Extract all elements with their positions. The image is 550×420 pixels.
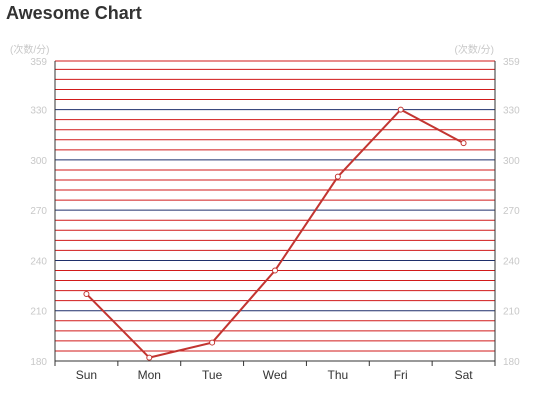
data-point bbox=[209, 339, 216, 346]
y-tick-label-left: 330 bbox=[30, 106, 47, 117]
y-tick-label-right: 210 bbox=[503, 307, 520, 318]
y-tick-label-right: 330 bbox=[503, 106, 520, 117]
data-point bbox=[146, 354, 153, 361]
y-tick-label-right: 270 bbox=[503, 206, 520, 217]
y-tick-label-left: 300 bbox=[30, 156, 47, 167]
x-tick-label: Fri bbox=[394, 368, 408, 382]
y-tick-label-left: 180 bbox=[30, 357, 47, 368]
x-tick-marks bbox=[54, 361, 496, 366]
y-tick-label-right: 300 bbox=[503, 156, 520, 167]
y-tick-label-right: 180 bbox=[503, 357, 520, 368]
y-tick-labels: 180 180 210 210 240 240 270 270 300 300 330 330 359 3… bbox=[30, 57, 520, 368]
data-point bbox=[334, 173, 341, 180]
y-unit-label-right: (次数/分) bbox=[455, 43, 494, 56]
data-point bbox=[460, 140, 467, 147]
chart-title: Awesome Chart bbox=[6, 3, 142, 23]
data-point bbox=[272, 267, 278, 274]
y-tick-label-left: 359 bbox=[30, 57, 47, 68]
x-tick-label: Sun bbox=[76, 368, 97, 382]
y-tick-label-left: 270 bbox=[30, 206, 47, 217]
x-tick-label: Mon bbox=[138, 368, 161, 382]
x-tick-label: Thu bbox=[328, 368, 349, 382]
x-tick-label: Sat bbox=[455, 368, 474, 382]
grid-lines bbox=[55, 60, 495, 362]
y-unit-label-left: (次数/分) bbox=[10, 43, 49, 56]
y-tick-label-left: 210 bbox=[30, 307, 47, 318]
x-tick-labels: Sun Mon Tue Wed Thu Fri Sat bbox=[76, 368, 473, 382]
axes bbox=[54, 61, 496, 362]
x-tick-label: Tue bbox=[202, 368, 223, 382]
data-points bbox=[83, 106, 467, 361]
data-point bbox=[397, 106, 404, 113]
y-tick-label-right: 240 bbox=[503, 256, 520, 267]
data-point bbox=[83, 290, 90, 297]
x-tick-label: Wed bbox=[263, 368, 287, 382]
y-tick-label-right: 359 bbox=[503, 57, 520, 68]
y-tick-label-left: 240 bbox=[30, 256, 47, 267]
